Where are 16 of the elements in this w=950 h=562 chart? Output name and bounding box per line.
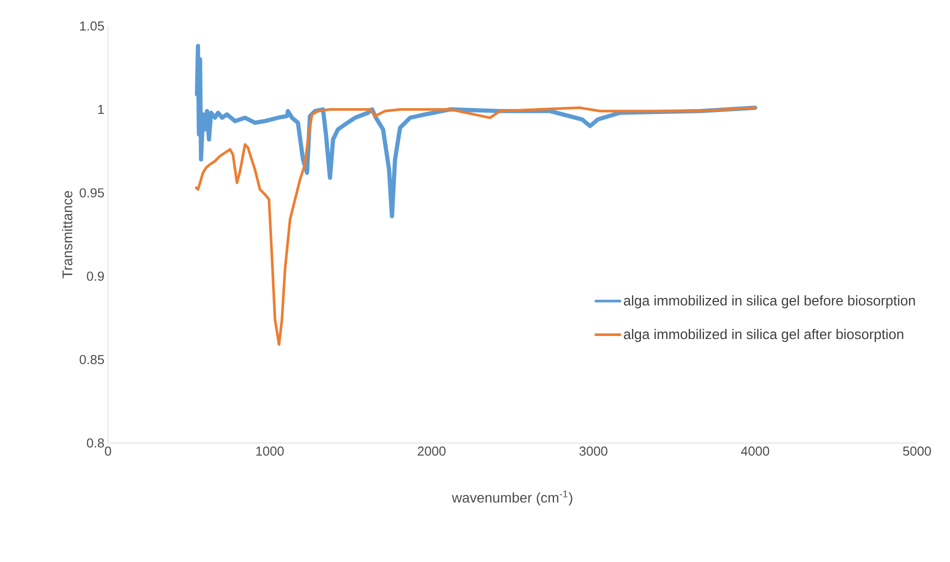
y-tick-label: 0.95 (80, 188, 104, 198)
x-tick-label: 5000 (903, 446, 931, 456)
y-tick-label: 1.05 (80, 21, 104, 31)
y-axis-title: Transmittance (62, 191, 72, 278)
x-axis-title: wavenumber (cm$^{-1}$) (452, 490, 572, 506)
x-tick-label: 2000 (418, 446, 446, 456)
y-tick-label: 0.9 (86, 272, 104, 281)
legend-label: alga immobilized in silica gel before biosorption (624, 295, 915, 308)
y-tick-label: 0.85 (80, 354, 104, 364)
legend-label: alga immobilized in silica gel after biosorption (624, 328, 904, 342)
x-tick-label: 1000 (256, 446, 284, 456)
x-tick-label: 4000 (741, 446, 770, 456)
y-tick-label: 1 (98, 104, 104, 114)
x-tick-label: 3000 (579, 446, 608, 456)
y-tick-label: 0.8 (86, 438, 104, 448)
x-tick-label: 0 (104, 446, 112, 456)
